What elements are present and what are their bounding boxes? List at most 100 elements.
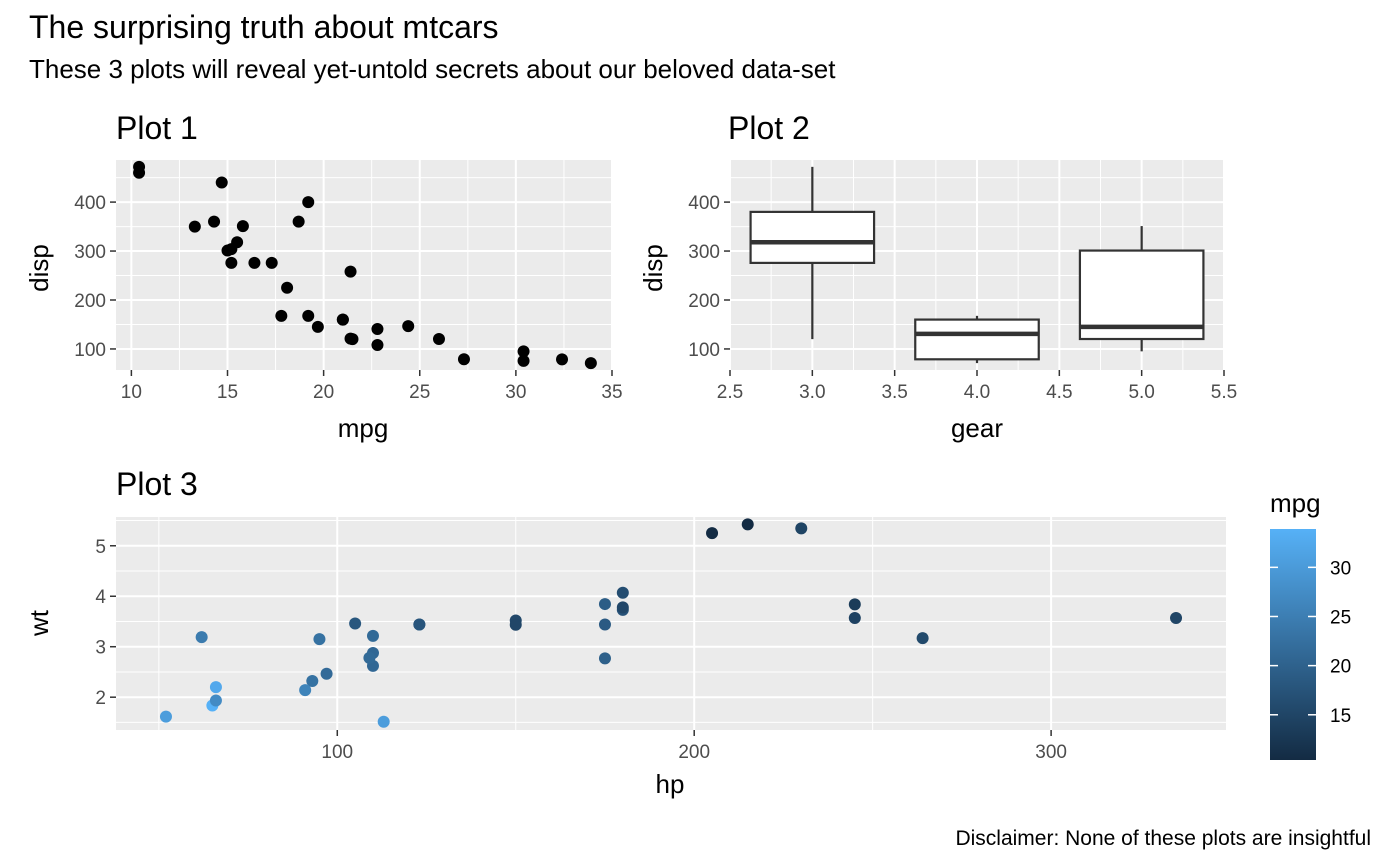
- panel-background: [116, 517, 1226, 730]
- y-tick-label: 400: [74, 193, 106, 214]
- legend-break-label: 30: [1330, 558, 1351, 579]
- x-tick-label: 3.0: [799, 382, 825, 403]
- data-point: [208, 215, 221, 228]
- data-point: [598, 652, 611, 665]
- data-point: [275, 309, 288, 322]
- data-point: [616, 601, 629, 614]
- plot1-marks: [133, 160, 597, 370]
- plot-3-x-axis-label: hp: [656, 769, 685, 799]
- data-point: [221, 244, 234, 257]
- data-point: [616, 586, 629, 599]
- data-point: [795, 522, 808, 535]
- y-tick-label: 2: [95, 688, 106, 709]
- data-point: [916, 632, 929, 645]
- plot-2-x-axis-label: gear: [951, 413, 1003, 443]
- plot-2: 2.5 3.0 3.5 4.0 4.5 5.0 5.5 100 200 300 400 Plot 2…: [638, 110, 1237, 443]
- data-point: [188, 220, 201, 233]
- data-point: [1170, 611, 1183, 624]
- data-point: [302, 309, 315, 322]
- plot-2-title: Plot 2: [728, 110, 810, 146]
- data-point: [311, 320, 324, 333]
- plot2-marks: [749, 166, 1205, 364]
- data-point: [336, 313, 349, 326]
- plot3-panel: 100 200 300 2 3 4 5: [95, 517, 1226, 763]
- data-point: [133, 166, 146, 179]
- x-tick-label: 5.5: [1211, 382, 1237, 403]
- data-point: [320, 667, 333, 680]
- data-point: [292, 215, 305, 228]
- data-point: [209, 694, 222, 707]
- data-point: [598, 618, 611, 631]
- data-point: [556, 353, 569, 366]
- y-tick-label: 300: [688, 242, 720, 263]
- legend-break-label: 20: [1330, 657, 1351, 678]
- data-point: [195, 631, 208, 644]
- y-tick-label: 200: [688, 291, 720, 312]
- figure-title: The surprising truth about mtcars: [29, 9, 499, 45]
- y-tick-label: 100: [74, 340, 106, 361]
- data-point: [313, 633, 326, 646]
- data-point: [299, 684, 312, 697]
- data-point: [848, 611, 861, 624]
- data-point: [457, 353, 470, 366]
- y-tick-label: 100: [688, 340, 720, 361]
- x-tick-label: 100: [321, 742, 353, 763]
- plot-3-y-axis-label: wt: [24, 609, 54, 637]
- data-point: [363, 651, 376, 664]
- x-tick-label: 10: [121, 382, 142, 403]
- plot-1: 10 15 20 25 30 35 100 200 300 400 Plot 1 mpg disp: [24, 110, 623, 443]
- y-tick-label: 400: [688, 193, 720, 214]
- panel-background: [116, 160, 612, 370]
- legend-title: mpg: [1270, 488, 1321, 518]
- data-point: [598, 598, 611, 611]
- data-point: [432, 333, 445, 346]
- plot-2-y-axis-label: disp: [638, 244, 668, 292]
- data-point: [509, 618, 522, 631]
- plot1-panel: 10 15 20 25 30 35 100 200 300 400: [74, 160, 623, 403]
- data-point: [302, 196, 315, 209]
- x-tick-label: 2.5: [717, 382, 743, 403]
- data-point: [349, 617, 362, 630]
- data-point: [402, 320, 415, 333]
- box-iqr: [914, 318, 1040, 361]
- x-tick-label: 15: [217, 382, 238, 403]
- x-tick-label: 25: [409, 382, 430, 403]
- data-point: [706, 527, 719, 540]
- mpg-color-legend: mpg 15 20 25 30: [1270, 488, 1351, 760]
- legend-break-label: 15: [1330, 706, 1351, 727]
- data-point: [159, 710, 172, 723]
- plot-3-title: Plot 3: [116, 466, 198, 502]
- y-tick-label: 5: [95, 537, 106, 558]
- data-point: [371, 339, 384, 352]
- plot-1-x-axis-label: mpg: [338, 413, 389, 443]
- data-point: [306, 675, 319, 688]
- x-tick-label: 300: [1035, 742, 1067, 763]
- data-point: [741, 518, 754, 531]
- x-tick-label: 30: [505, 382, 526, 403]
- data-point: [517, 354, 530, 367]
- x-tick-label: 4.5: [1046, 382, 1072, 403]
- data-point: [225, 256, 238, 269]
- legend-colorbar: [1270, 529, 1316, 760]
- data-point: [413, 618, 426, 631]
- data-point: [344, 332, 357, 345]
- figure-caption: Disclaimer: None of these plots are insi…: [955, 827, 1371, 850]
- plot-1-y-axis-label: disp: [24, 244, 54, 292]
- data-point: [344, 265, 357, 278]
- box-iqr: [749, 210, 876, 264]
- x-tick-label: 200: [678, 742, 710, 763]
- data-point: [248, 256, 261, 269]
- y-tick-label: 200: [74, 291, 106, 312]
- plot-3: 100 200 300 2 3 4 5 Plot 3 hp wt: [24, 466, 1226, 799]
- x-tick-label: 20: [313, 382, 334, 403]
- x-tick-label: 3.5: [881, 382, 907, 403]
- box-iqr: [1078, 249, 1205, 341]
- data-point: [584, 357, 597, 370]
- data-point: [848, 598, 861, 611]
- figure-subtitle: These 3 plots will reveal yet-untold sec…: [29, 54, 836, 84]
- data-point: [377, 715, 390, 728]
- x-tick-label: 5.0: [1128, 382, 1154, 403]
- data-point: [517, 345, 530, 358]
- y-tick-label: 4: [95, 587, 106, 608]
